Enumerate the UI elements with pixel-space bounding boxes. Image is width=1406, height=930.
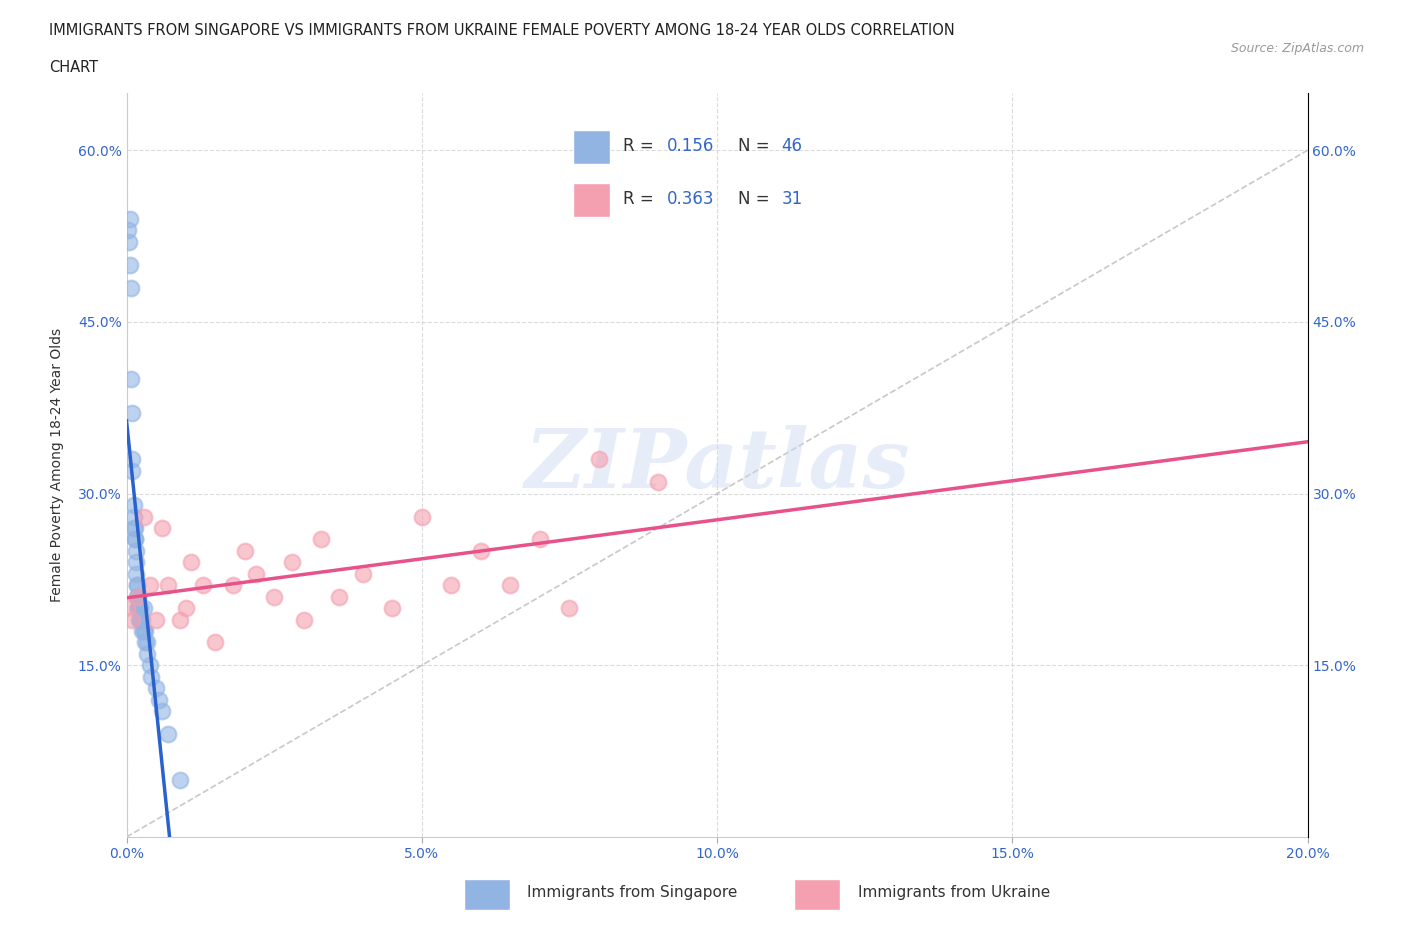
Point — [127, 601, 149, 616]
Point — [150, 704, 173, 719]
Point — [128, 612, 150, 627]
Point — [150, 521, 173, 536]
Point — [352, 566, 374, 581]
Text: R =: R = — [623, 191, 659, 208]
Point — [127, 601, 149, 616]
Text: Immigrants from Ukraine: Immigrants from Ukraine — [858, 885, 1050, 900]
Point — [131, 623, 153, 638]
Point — [281, 555, 304, 570]
Point — [124, 532, 146, 547]
Text: R =: R = — [623, 137, 659, 155]
Point — [134, 509, 156, 524]
Point — [125, 578, 148, 592]
Point — [125, 555, 148, 570]
Text: 0.156: 0.156 — [666, 137, 714, 155]
Point — [470, 543, 492, 558]
Point — [136, 646, 159, 661]
Point — [127, 590, 149, 604]
Point — [156, 726, 179, 741]
Point — [647, 474, 669, 489]
Point — [134, 623, 156, 638]
Point — [129, 612, 153, 627]
Point — [124, 521, 146, 536]
Point — [134, 635, 156, 650]
Point — [120, 211, 142, 226]
Point — [292, 612, 315, 627]
Text: 0.363: 0.363 — [666, 191, 714, 208]
Point — [156, 578, 179, 592]
Point — [135, 635, 157, 650]
Point — [125, 578, 148, 592]
Point — [127, 601, 149, 616]
Point — [139, 658, 162, 672]
Point — [328, 590, 350, 604]
Point — [118, 234, 141, 249]
Point — [125, 543, 148, 558]
Text: ZIPatlas: ZIPatlas — [524, 425, 910, 505]
Text: IMMIGRANTS FROM SINGAPORE VS IMMIGRANTS FROM UKRAINE FEMALE POVERTY AMONG 18-24 : IMMIGRANTS FROM SINGAPORE VS IMMIGRANTS … — [49, 23, 955, 38]
FancyBboxPatch shape — [464, 879, 510, 910]
Point — [128, 601, 150, 616]
Point — [245, 566, 267, 581]
Point — [122, 509, 145, 524]
Text: N =: N = — [738, 137, 775, 155]
Point — [128, 612, 150, 627]
Point — [134, 601, 156, 616]
Point — [145, 681, 167, 696]
Point — [125, 566, 148, 581]
Point — [129, 601, 152, 616]
Point — [558, 601, 581, 616]
Point — [127, 590, 149, 604]
Point — [120, 372, 142, 387]
Point — [121, 612, 143, 627]
Point — [120, 280, 142, 295]
Point — [127, 590, 149, 604]
Point — [131, 612, 153, 627]
Point — [121, 452, 143, 467]
Point — [440, 578, 463, 592]
FancyBboxPatch shape — [572, 183, 610, 217]
Point — [499, 578, 522, 592]
Point — [148, 692, 170, 707]
Point — [141, 670, 163, 684]
Point — [120, 258, 142, 272]
Point — [174, 601, 197, 616]
FancyBboxPatch shape — [794, 879, 841, 910]
Point — [193, 578, 215, 592]
Point — [204, 635, 226, 650]
Point — [122, 498, 145, 512]
Point — [124, 532, 146, 547]
Point — [127, 590, 149, 604]
Point — [121, 406, 143, 421]
Point — [122, 521, 145, 536]
Point — [381, 601, 404, 616]
Text: N =: N = — [738, 191, 775, 208]
Text: 31: 31 — [782, 191, 803, 208]
Point — [115, 601, 138, 616]
Point — [139, 578, 162, 592]
Point — [145, 612, 167, 627]
Point — [117, 223, 139, 238]
Point — [411, 509, 433, 524]
Point — [311, 532, 333, 547]
Point — [169, 772, 191, 787]
Text: Source: ZipAtlas.com: Source: ZipAtlas.com — [1230, 42, 1364, 55]
Y-axis label: Female Poverty Among 18-24 Year Olds: Female Poverty Among 18-24 Year Olds — [51, 328, 63, 602]
Point — [180, 555, 202, 570]
Point — [529, 532, 551, 547]
Text: Immigrants from Singapore: Immigrants from Singapore — [527, 885, 738, 900]
Point — [169, 612, 191, 627]
FancyBboxPatch shape — [572, 130, 610, 164]
Point — [134, 623, 156, 638]
Text: 46: 46 — [782, 137, 803, 155]
Point — [222, 578, 245, 592]
Point — [121, 463, 143, 478]
Point — [233, 543, 256, 558]
Text: CHART: CHART — [49, 60, 98, 75]
Point — [263, 590, 285, 604]
Point — [588, 452, 610, 467]
